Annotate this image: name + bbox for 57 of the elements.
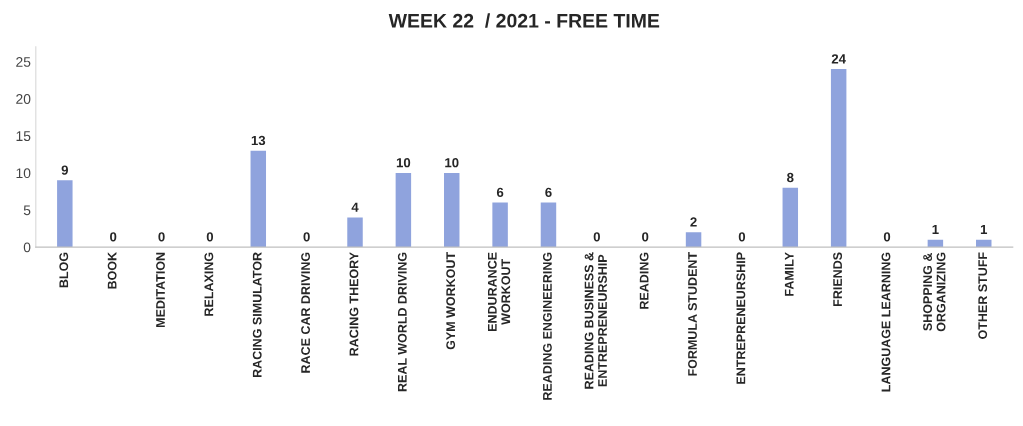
x-tick-label: RACING THEORY <box>349 252 359 356</box>
bar <box>782 187 799 248</box>
data-label: 0 <box>158 232 165 242</box>
y-tick-label: 20 <box>16 94 31 104</box>
data-label: 13 <box>251 135 266 146</box>
x-tick-label: RELAXING <box>204 252 214 316</box>
data-label: 10 <box>445 158 459 168</box>
x-tick-label: REAL WORLD DRIVING <box>397 252 407 392</box>
x-tick-label: GYM WORKOUT <box>446 252 456 350</box>
data-label: 0 <box>593 232 600 242</box>
x-tick-label: READING BUSINESS & ENTREPRENEURSHIP <box>584 252 607 389</box>
x-tick-label: LANGUAGE LEARNING <box>881 252 891 392</box>
x-tick-label: BLOG <box>59 252 69 288</box>
bar <box>830 69 847 248</box>
chart-title: WEEK 22 / 2021 - FREE TIME <box>388 13 660 28</box>
data-label: 6 <box>496 187 504 198</box>
data-label: 1 <box>932 224 939 234</box>
x-tick-label: ENTREPRENEURSHIP <box>736 252 746 384</box>
y-tick-label: 10 <box>16 168 31 179</box>
data-label: 6 <box>545 187 552 198</box>
data-label: 10 <box>396 158 411 168</box>
data-label: 1 <box>980 224 988 234</box>
data-label: 0 <box>206 232 214 242</box>
y-tick-label: 25 <box>16 57 31 67</box>
data-label: 4 <box>351 202 359 212</box>
x-tick-label: RACE CAR DRIVING <box>301 252 310 373</box>
x-tick-label: BOOK <box>107 252 117 289</box>
data-label: 24 <box>831 54 846 64</box>
bar <box>540 202 557 248</box>
y-tick-label: 0 <box>23 242 31 253</box>
x-tick-label: RACING SIMULATOR <box>252 252 262 378</box>
data-label: 0 <box>738 232 746 242</box>
y-tick-label: 15 <box>16 131 31 142</box>
data-label: 8 <box>787 172 794 183</box>
data-label: 2 <box>690 217 697 227</box>
bar <box>395 172 412 248</box>
x-tick-label: READING <box>639 252 649 309</box>
data-label: 0 <box>642 232 649 242</box>
x-tick-label: READING ENGINEERING <box>542 252 552 400</box>
x-tick-label: FRIENDS <box>833 252 843 306</box>
x-tick-label: MEDITATION <box>156 252 165 328</box>
bar <box>492 202 508 248</box>
bar <box>444 172 460 248</box>
x-tick-label: SHOPPING & ORGANIZING <box>923 252 946 332</box>
bar <box>685 232 702 248</box>
bar <box>57 180 73 248</box>
x-tick-label: ENDURANCE WORKOUT <box>487 252 511 331</box>
bar <box>347 217 363 248</box>
x-tick-label: OTHER STUFF <box>978 252 988 339</box>
data-label: 9 <box>61 165 68 175</box>
bar <box>250 150 267 248</box>
x-tick-label: FORMULA STUDENT <box>688 252 697 376</box>
data-label: 0 <box>883 232 891 242</box>
x-tick-label: FAMILY <box>784 252 794 296</box>
data-label: 0 <box>303 232 310 242</box>
y-tick-label: 5 <box>23 205 31 216</box>
data-label: 0 <box>110 232 117 242</box>
